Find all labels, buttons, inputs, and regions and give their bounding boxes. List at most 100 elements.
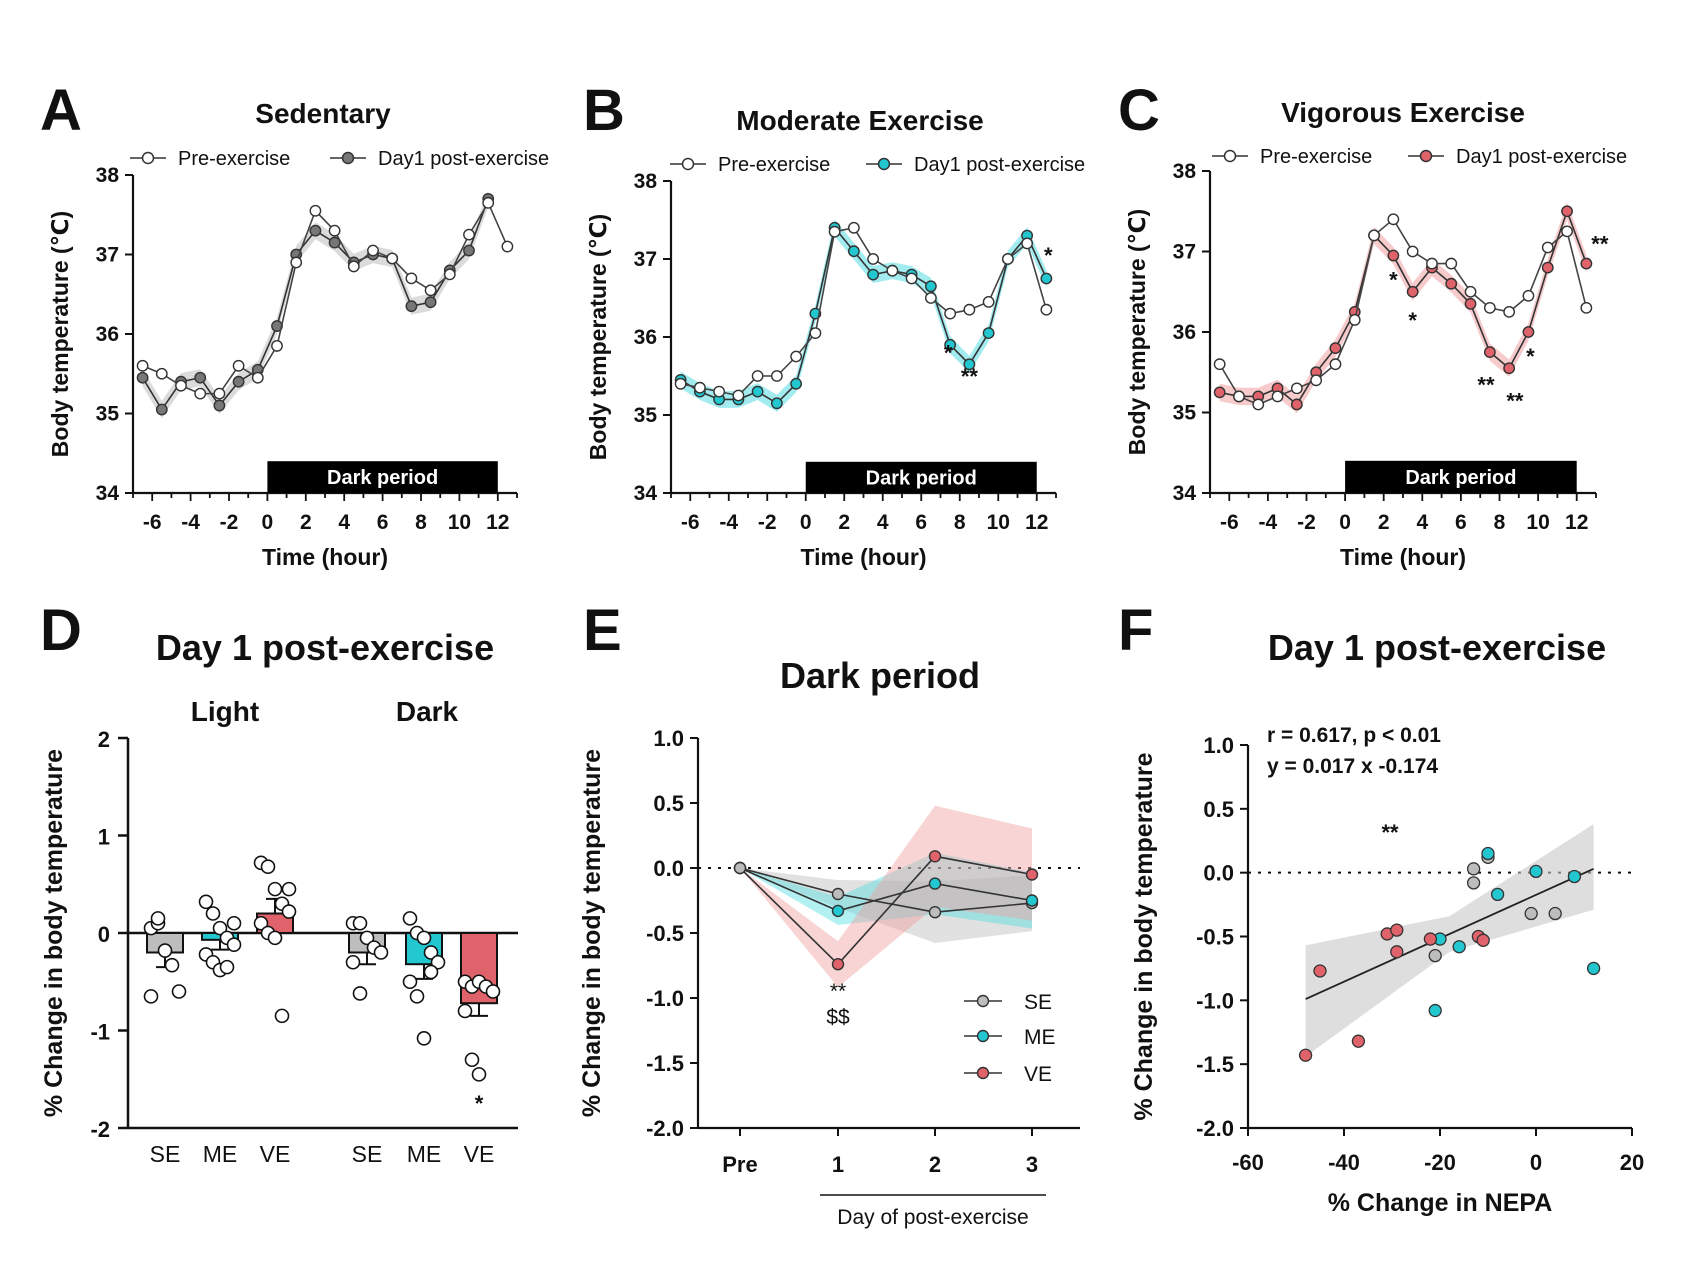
group-label-dark: Dark [396, 696, 459, 727]
y-tick-label: 36 [634, 326, 657, 349]
significance-mark: ** [1477, 372, 1495, 397]
data-point [1580, 301, 1593, 314]
x-tick-label: 1 [832, 1152, 844, 1177]
legend-marker [976, 1066, 990, 1080]
legend-label: Pre-exercise [178, 148, 290, 170]
legend-label: Day1 post-exercise [378, 148, 549, 170]
data-point [790, 350, 803, 363]
dark-period-label: Dark period [866, 467, 977, 489]
data-point [713, 385, 726, 398]
panel-d-bar-chart: Day 1 post-exercise Light Dark -2 -1 0 1 2 % Cha… [40, 627, 518, 1167]
data-point [328, 224, 341, 237]
y-tick-label: 34 [634, 482, 658, 505]
data-point [1503, 305, 1516, 318]
data-point [1464, 285, 1477, 298]
category-label: ME [407, 1141, 442, 1167]
x-tick-label: 6 [915, 511, 927, 534]
data-point [770, 370, 783, 382]
error-band [142, 190, 489, 419]
data-point [1423, 932, 1438, 946]
x-tick-label: 2 [838, 511, 850, 534]
data-point [1001, 253, 1014, 265]
data-point [424, 284, 437, 297]
significance-mark: ** [1381, 820, 1399, 845]
x-tick-label: 0 [262, 511, 274, 534]
data-point [1348, 314, 1361, 326]
data-point [150, 911, 166, 926]
data-point [253, 915, 269, 931]
data-point [352, 986, 368, 1001]
x-tick-label: -60 [1232, 1150, 1264, 1175]
data-point [405, 300, 418, 313]
x-axis-label: Time (hour) [800, 544, 926, 570]
data-point [1428, 1003, 1442, 1018]
data-point [232, 375, 245, 388]
data-point [274, 1008, 290, 1024]
legend-label: Day1 post-exercise [914, 154, 1085, 176]
data-point [157, 943, 173, 958]
series-line [1218, 218, 1588, 406]
data-point [1390, 923, 1404, 937]
data-point [963, 303, 976, 316]
legend-label: Pre-exercise [1260, 146, 1372, 168]
data-point [1329, 342, 1342, 354]
panel-letter-e: E [583, 598, 622, 663]
data-point [1271, 390, 1284, 403]
data-point [213, 387, 226, 400]
x-tick-label: -6 [681, 511, 700, 534]
data-point [1586, 961, 1601, 976]
y-tick-label: 34 [1173, 482, 1197, 505]
data-point [847, 221, 860, 234]
data-point [1329, 358, 1342, 371]
data-point [232, 359, 245, 372]
data-point [1580, 257, 1593, 270]
data-point [402, 974, 418, 990]
category-label: ME [203, 1141, 238, 1167]
data-point [1445, 277, 1458, 290]
data-point [1524, 906, 1538, 921]
data-point [1445, 257, 1458, 270]
data-point [928, 877, 942, 890]
regression-equation: y = 0.017 x -0.174 [1267, 755, 1438, 778]
x-axis-label: % Change in NEPA [1328, 1189, 1553, 1217]
data-point [1529, 864, 1543, 879]
data-point [402, 911, 418, 926]
x-axis-label: Time (hour) [262, 544, 388, 570]
x-tick-label: -20 [1424, 1150, 1456, 1175]
svg-text:D: D [40, 598, 82, 663]
data-point [367, 244, 379, 257]
y-tick-label: 38 [634, 170, 658, 193]
data-point [198, 894, 214, 910]
data-point [290, 256, 303, 269]
legend-marker [976, 1029, 990, 1043]
data-point [1428, 949, 1442, 963]
x-tick-label: -4 [719, 511, 738, 534]
category-label: VE [260, 1141, 291, 1167]
data-point [205, 906, 221, 921]
data-point [1021, 237, 1034, 250]
data-point [751, 385, 764, 398]
data-point [219, 959, 235, 975]
data-point [423, 964, 439, 980]
data-point [194, 371, 207, 384]
legend-marker [1223, 149, 1237, 163]
x-tick-label: -6 [1220, 511, 1239, 534]
data-point [1387, 249, 1400, 262]
legend-label: Pre-exercise [718, 154, 830, 176]
data-point [267, 881, 283, 897]
data-point [251, 371, 264, 384]
data-point [212, 920, 228, 936]
y-tick-label: -1 [90, 1020, 110, 1045]
data-point [1213, 386, 1226, 399]
panel-title: Dark period [780, 655, 980, 696]
data-point [674, 377, 687, 390]
y-tick-label: 36 [1173, 321, 1196, 344]
data-point [281, 881, 297, 897]
x-tick-label: -4 [1259, 511, 1278, 534]
significance-mark: * [1044, 243, 1053, 268]
significance-mark: * [475, 1091, 484, 1116]
y-tick-label: 0.0 [1203, 861, 1234, 886]
y-tick-label: 0.5 [1203, 797, 1234, 822]
data-point [164, 957, 180, 973]
